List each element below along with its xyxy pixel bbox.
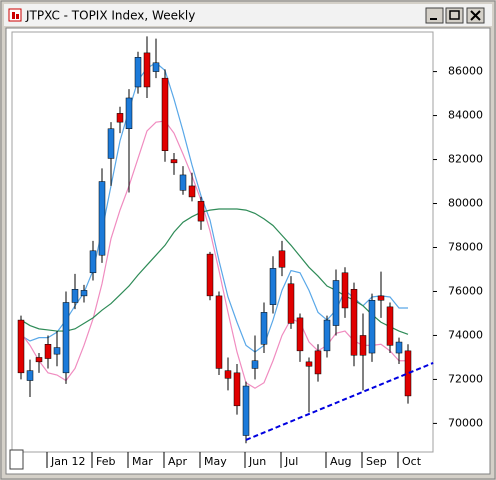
x-tick-label: May bbox=[204, 455, 227, 468]
y-tick-label: 78000 bbox=[448, 240, 483, 253]
candle-body bbox=[260, 312, 268, 345]
candle-body bbox=[179, 174, 187, 191]
window-buttons[interactable] bbox=[425, 7, 485, 24]
candle-body bbox=[287, 283, 295, 324]
candle-body bbox=[134, 57, 142, 88]
x-tick-label: Jul bbox=[284, 455, 298, 468]
candle-body bbox=[296, 317, 304, 352]
candle-body bbox=[17, 319, 25, 374]
candle-body bbox=[161, 77, 169, 151]
plot-area bbox=[11, 31, 434, 453]
close-glyph bbox=[470, 10, 481, 21]
app-icon-bar bbox=[12, 12, 15, 19]
y-tick-label: 82000 bbox=[448, 153, 483, 166]
x-tick-label: Aug bbox=[330, 455, 351, 468]
x-tick-label: Jan 12 bbox=[50, 455, 85, 468]
candle-body bbox=[359, 335, 367, 356]
y-tick-label: 72000 bbox=[448, 372, 483, 385]
window-title: JTPXC - TOPIX Index, Weekly bbox=[25, 9, 195, 23]
candle-body bbox=[314, 350, 322, 375]
candle-body bbox=[377, 295, 385, 301]
title-bar bbox=[4, 4, 492, 26]
candle-body bbox=[188, 185, 196, 198]
candle-body bbox=[242, 385, 250, 436]
candle-body bbox=[98, 181, 106, 256]
minimize-button[interactable] bbox=[425, 7, 444, 24]
x-tick-label: Apr bbox=[168, 455, 188, 468]
x-tick-label: Jun bbox=[248, 455, 266, 468]
x-tick-label: Mar bbox=[132, 455, 153, 468]
candle-body bbox=[44, 344, 52, 359]
candle-body bbox=[278, 250, 286, 268]
candle-body bbox=[107, 128, 115, 159]
candle-body bbox=[116, 113, 124, 123]
candle-body bbox=[368, 300, 376, 354]
candle-body bbox=[215, 295, 223, 369]
y-tick-label: 70000 bbox=[448, 416, 483, 429]
moving-average-line bbox=[20, 120, 408, 389]
candle-body bbox=[197, 201, 205, 222]
candle-body bbox=[341, 272, 349, 309]
candle-body bbox=[206, 253, 214, 297]
candle-body bbox=[251, 360, 259, 369]
candle-body bbox=[224, 370, 232, 379]
candle-body bbox=[71, 289, 79, 303]
candle-body bbox=[404, 350, 412, 397]
candle-body bbox=[395, 341, 403, 354]
y-tick-label: 76000 bbox=[448, 284, 483, 297]
plot: 70000 72000 74000 76000 78000 80000 82000 84000… bbox=[17, 36, 483, 468]
candle-body bbox=[332, 280, 340, 326]
candle-body bbox=[53, 347, 61, 355]
maximize-glyph bbox=[449, 10, 460, 20]
y-tick-label: 86000 bbox=[448, 65, 483, 78]
candle-body bbox=[170, 159, 178, 164]
candle-body bbox=[323, 319, 331, 352]
candle-body bbox=[269, 268, 277, 305]
app-icon-bar bbox=[16, 14, 19, 19]
trend-line bbox=[245, 362, 434, 441]
candle-body bbox=[233, 372, 241, 407]
x-tick-label: Feb bbox=[96, 455, 115, 468]
corner-box[interactable] bbox=[9, 449, 24, 470]
candle-body bbox=[305, 361, 313, 367]
y-tick-label: 74000 bbox=[448, 328, 483, 341]
candle-body bbox=[143, 52, 151, 88]
candle-body bbox=[125, 97, 133, 130]
candle-body bbox=[152, 62, 160, 72]
y-tick-label: 80000 bbox=[448, 197, 483, 210]
candle-body bbox=[80, 290, 88, 297]
candle-body bbox=[89, 250, 97, 274]
x-tick-label: Sep bbox=[366, 455, 387, 468]
candle-body bbox=[386, 306, 394, 346]
candle-body bbox=[26, 370, 34, 381]
x-tick-label: Oct bbox=[402, 455, 422, 468]
candle-body bbox=[35, 357, 43, 363]
candle-body bbox=[350, 289, 358, 356]
candle-body bbox=[62, 302, 70, 374]
y-tick-label: 84000 bbox=[448, 109, 483, 122]
